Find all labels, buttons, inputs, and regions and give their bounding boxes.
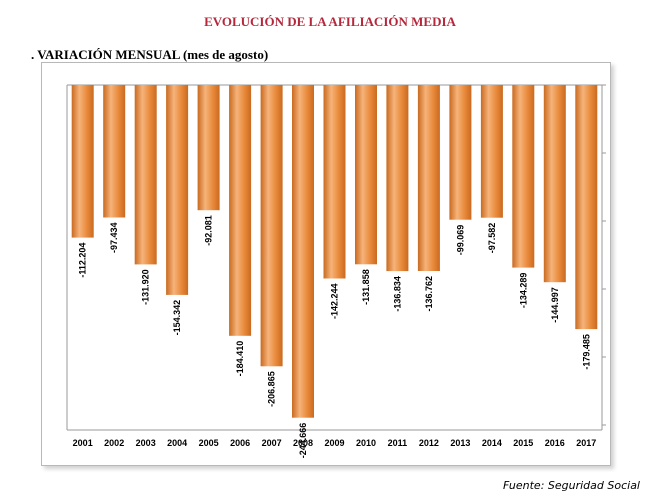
bar-2005	[197, 85, 220, 211]
x-tick-label-2009: 2009	[324, 438, 344, 448]
data-label-2011: -136.834	[392, 276, 402, 312]
x-tick-label-2001: 2001	[73, 438, 93, 448]
chart-subtitle: . VARIACIÓN MENSUAL (mes de agosto)	[31, 47, 269, 62]
bar-2009	[323, 85, 346, 279]
bar-2006	[229, 85, 252, 336]
data-label-2008: -244.666	[298, 423, 308, 459]
data-label-2003: -131.920	[141, 269, 151, 305]
bar-2001	[71, 85, 94, 238]
x-tick-label-2014: 2014	[482, 438, 502, 448]
bar-2007	[260, 85, 283, 367]
data-label-2009: -142.244	[330, 284, 340, 320]
data-label-2010: -131.858	[361, 269, 371, 305]
bar-2011	[386, 85, 409, 272]
x-tick-label-2016: 2016	[545, 438, 565, 448]
data-label-2007: -206.865	[267, 371, 277, 407]
data-label-2005: -92.081	[204, 215, 214, 246]
bar-2013	[449, 85, 472, 220]
x-tick-label-2008: 2008	[293, 438, 313, 448]
x-tick-label-2006: 2006	[230, 438, 250, 448]
data-label-2017: -179.485	[581, 334, 591, 370]
x-tick-label-2015: 2015	[513, 438, 533, 448]
bar-2017	[575, 85, 598, 330]
x-tick-label-2003: 2003	[136, 438, 156, 448]
data-label-2006: -184.410	[235, 341, 245, 377]
x-tick-label-2005: 2005	[199, 438, 219, 448]
bar-2002	[103, 85, 126, 218]
x-tick-label-2002: 2002	[104, 438, 124, 448]
bar-2010	[355, 85, 377, 265]
bar-2004	[166, 85, 189, 295]
data-label-2014: -97.582	[487, 223, 497, 254]
data-label-2013: -99.069	[455, 225, 465, 256]
x-tick-label-2004: 2004	[167, 438, 187, 448]
bar-2014	[480, 85, 503, 218]
bar-2012	[417, 85, 440, 271]
bar-2008	[292, 85, 314, 418]
data-label-2015: -134.289	[518, 273, 528, 309]
source-note: Fuente: Seguridad Social	[503, 479, 640, 492]
x-tick-label-2007: 2007	[262, 438, 282, 448]
x-tick-label-2011: 2011	[388, 438, 408, 448]
chart-title: EVOLUCIÓN DE LA AFILIACIÓN MEDIA	[204, 14, 456, 29]
x-tick-label-2017: 2017	[576, 438, 596, 448]
bar-2015	[512, 85, 535, 268]
x-tick-label-2012: 2012	[419, 438, 439, 448]
data-label-2012: -136.762	[424, 276, 434, 312]
x-tick-label-2010: 2010	[356, 438, 376, 448]
bar-2016	[543, 85, 566, 283]
x-tick-label-2013: 2013	[450, 438, 470, 448]
data-label-2001: -112.204	[78, 243, 88, 278]
data-label-2004: -154.342	[172, 300, 182, 336]
bar-2003	[134, 85, 157, 265]
data-label-2016: -144.997	[550, 287, 560, 323]
data-label-2002: -97.434	[109, 223, 119, 254]
